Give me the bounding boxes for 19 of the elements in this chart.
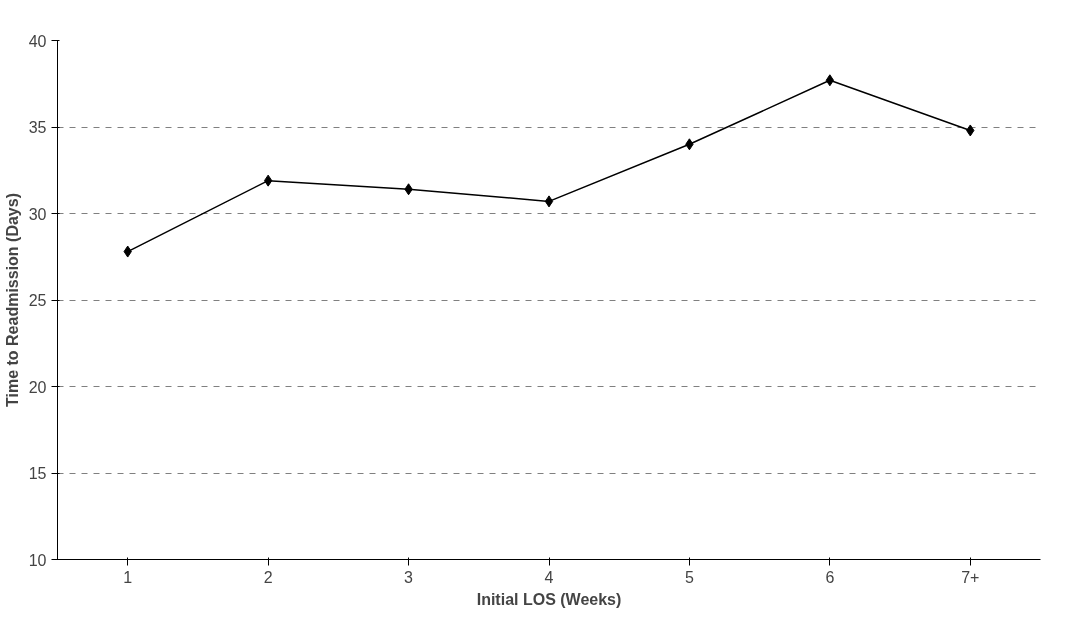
x-tick-label: 3 [404, 568, 414, 586]
y-tick-label: 30 [28, 205, 47, 223]
y-tick-label: 25 [28, 292, 47, 309]
x-tick-label: 7+ [961, 568, 980, 586]
x-tick-label: 4 [544, 568, 554, 586]
x-tick-label: 1 [123, 568, 133, 586]
y-tick-label: 20 [28, 378, 47, 396]
x-tick-label: 2 [263, 568, 273, 586]
y-axis-title: Time to Readmission (Days) [3, 193, 21, 407]
y-tick-label: 35 [28, 119, 47, 136]
point [825, 74, 835, 87]
y-tick-label: 15 [28, 465, 47, 482]
point [263, 174, 273, 187]
x-tick-label: 5 [684, 568, 694, 586]
y-tick-label: 10 [28, 551, 47, 569]
x-tick-label: 6 [825, 568, 835, 586]
x-axis-title: Initial LOS (Weeks) [476, 590, 622, 608]
point [544, 195, 554, 208]
y-tick-label: 40 [28, 32, 47, 50]
